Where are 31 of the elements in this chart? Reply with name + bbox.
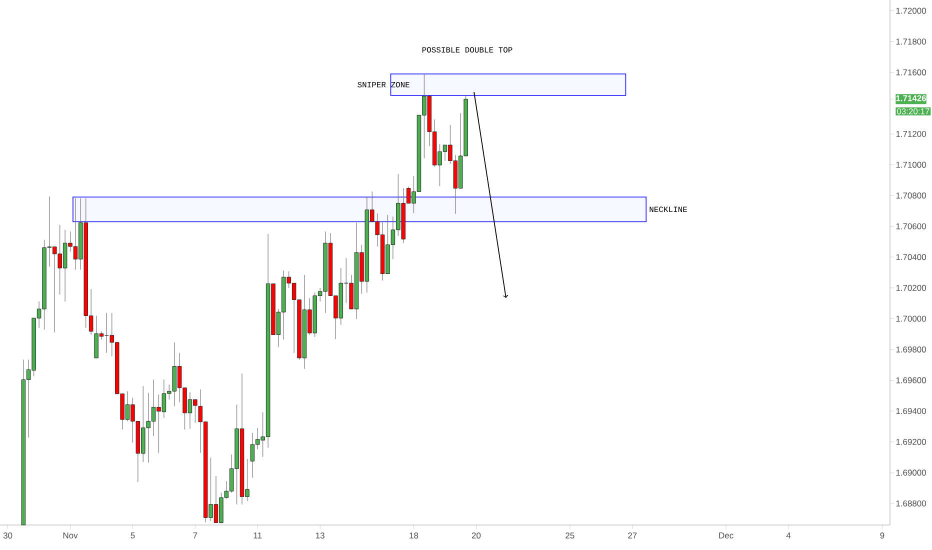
y-tick-label: 1.71000 xyxy=(896,162,926,168)
x-tick-label: 11 xyxy=(254,532,262,538)
y-tick-label: 1.70400 xyxy=(896,254,926,260)
x-tick-label: 7 xyxy=(193,532,198,538)
y-tick-label: 1.69000 xyxy=(896,470,926,476)
x-tick-label: Dec xyxy=(719,532,734,538)
x-tick-label: 5 xyxy=(130,532,135,538)
x-tick-label: 25 xyxy=(566,532,574,539)
text: 03:20:17 xyxy=(897,108,930,114)
y-tick-label: 1.71600 xyxy=(896,69,926,76)
y-tick-label: 1.71200 xyxy=(896,130,926,137)
x-tick-label: 18 xyxy=(410,532,418,539)
y-tick-label: 1.70200 xyxy=(896,284,926,291)
x-tick-label: Nov xyxy=(63,532,78,538)
y-tick-label: 1.69800 xyxy=(896,346,926,352)
y-tick-label: 1.70800 xyxy=(896,192,926,199)
x-tick-label: 4 xyxy=(786,532,791,538)
x-tick-label: 20 xyxy=(472,532,481,539)
y-tick-label: 1.72000 xyxy=(896,8,926,14)
x-tick-label: 27 xyxy=(628,532,637,538)
y-tick-label: 1.70600 xyxy=(896,223,926,230)
y-tick-label: 1.69600 xyxy=(896,377,926,384)
y-tick-label: 1.71426 xyxy=(896,95,926,102)
y-tick-label: 1.70000 xyxy=(896,316,926,322)
x-tick-label: 13 xyxy=(316,532,324,539)
y-tick-label: 1.69200 xyxy=(896,438,926,445)
y-tick-label: 1.71800 xyxy=(896,38,926,45)
y-tick-label: 1.69400 xyxy=(896,408,926,414)
x-tick-label: 30 xyxy=(3,532,12,539)
y-tick-label: 1.68800 xyxy=(896,500,926,506)
x-tick-label: 9 xyxy=(880,532,884,539)
